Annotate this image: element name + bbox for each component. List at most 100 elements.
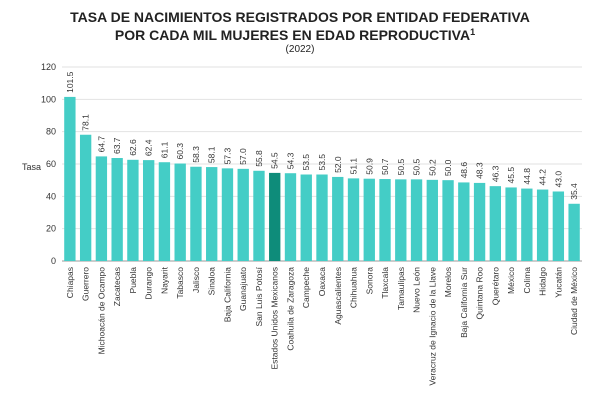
x-tick-label: Yucatán bbox=[553, 267, 563, 298]
chart-title-line1: Tasa de nacimientos registrados por enti… bbox=[70, 9, 530, 25]
x-tick-label: Puebla bbox=[128, 267, 138, 294]
bar bbox=[158, 162, 171, 261]
x-tick-label: Ciudad de México bbox=[569, 267, 579, 335]
x-tick-label: Hidalgo bbox=[538, 267, 548, 296]
data-label: 58.1 bbox=[207, 146, 217, 163]
data-label: 58.3 bbox=[191, 146, 201, 163]
x-tick-label: México bbox=[506, 267, 516, 294]
bar bbox=[316, 174, 328, 261]
bar bbox=[300, 174, 312, 261]
x-tick-label: Guanajuato bbox=[238, 267, 248, 311]
bar bbox=[127, 159, 139, 261]
data-label: 48.3 bbox=[475, 162, 485, 179]
x-tick-label: Jalisco bbox=[191, 267, 201, 293]
data-label: 57.0 bbox=[238, 148, 248, 165]
chart-subtitle: (2022) bbox=[286, 44, 315, 55]
x-tick-label: Durango bbox=[144, 267, 154, 300]
bar bbox=[190, 166, 202, 261]
x-tick-label: Quintana Roo bbox=[475, 267, 485, 320]
x-tick-label: Tamaulipas bbox=[396, 267, 406, 310]
x-tick-label: Chiapas bbox=[65, 267, 75, 298]
bar bbox=[174, 163, 186, 261]
x-tick-label: Aguascalientes bbox=[333, 267, 343, 325]
data-label: 45.5 bbox=[506, 167, 516, 184]
bar bbox=[379, 179, 391, 261]
chart-title-line2-text: por cada mil mujeres en edad reproductiv… bbox=[115, 27, 470, 43]
data-label: 44.8 bbox=[522, 168, 532, 185]
bar bbox=[442, 180, 454, 261]
data-label: 48.6 bbox=[459, 162, 469, 179]
data-label: 44.2 bbox=[538, 169, 548, 186]
bar bbox=[237, 168, 249, 261]
y-tick-label: 20 bbox=[46, 224, 56, 234]
data-label: 62.6 bbox=[128, 139, 138, 156]
bar bbox=[489, 186, 502, 261]
bar bbox=[552, 191, 565, 261]
y-axis-label: Tasa bbox=[22, 162, 41, 172]
bar bbox=[568, 203, 580, 261]
data-label: 52.0 bbox=[333, 156, 343, 173]
x-tick-label: Oaxaca bbox=[317, 267, 327, 297]
title-footnote-marker: 1 bbox=[470, 27, 475, 37]
x-tick-label: Veracruz de Ignacio de la Llave bbox=[427, 267, 437, 386]
bar bbox=[253, 170, 265, 261]
bar bbox=[111, 158, 123, 261]
x-tick-label: Baja California bbox=[222, 267, 232, 323]
x-tick-label: Zacatecas bbox=[112, 267, 122, 306]
data-label: 63.7 bbox=[112, 137, 122, 154]
bar bbox=[142, 160, 155, 261]
chart-title-line2: por cada mil mujeres en edad reproductiv… bbox=[115, 27, 475, 43]
x-tick-label: Sinaloa bbox=[207, 267, 217, 296]
bar bbox=[536, 189, 549, 261]
x-tick-label: Morelos bbox=[443, 267, 453, 297]
data-label: 62.4 bbox=[144, 139, 154, 156]
y-tick-label: 120 bbox=[41, 62, 56, 72]
bar bbox=[347, 178, 360, 261]
x-tick-label: Sonora bbox=[364, 267, 374, 295]
data-label: 57.3 bbox=[222, 148, 232, 165]
data-label: 50.7 bbox=[380, 158, 390, 175]
bar bbox=[395, 179, 407, 261]
data-label: 54.5 bbox=[270, 152, 280, 169]
x-tick-label: Nuevo León bbox=[412, 267, 422, 313]
x-tick-label: Campeche bbox=[301, 267, 311, 308]
bar bbox=[473, 182, 486, 261]
x-tick-label: Querétaro bbox=[490, 267, 500, 306]
x-tick-label: Colima bbox=[522, 267, 532, 294]
bar bbox=[269, 172, 281, 261]
bar bbox=[426, 179, 438, 261]
data-label: 50.2 bbox=[427, 159, 437, 176]
bar bbox=[410, 179, 423, 261]
x-tick-label: Chihuahua bbox=[349, 267, 359, 308]
x-tick-label: Coahuila de Zaragoza bbox=[285, 267, 295, 351]
y-tick-label: 100 bbox=[41, 94, 56, 104]
bar bbox=[332, 176, 344, 261]
y-tick-label: 60 bbox=[46, 159, 56, 169]
data-label: 53.5 bbox=[317, 154, 327, 171]
data-label: 35.4 bbox=[569, 183, 579, 200]
bar bbox=[521, 188, 533, 261]
bar bbox=[79, 134, 92, 261]
data-label: 50.9 bbox=[364, 158, 374, 175]
bar bbox=[206, 167, 218, 261]
data-label: 54.3 bbox=[285, 152, 295, 169]
data-label: 43.0 bbox=[553, 171, 563, 188]
data-label: 55.8 bbox=[254, 150, 264, 167]
data-label: 101.5 bbox=[65, 71, 75, 93]
x-tick-label: Nayarit bbox=[159, 266, 169, 294]
bar bbox=[95, 156, 108, 261]
data-label: 78.1 bbox=[81, 114, 91, 131]
bar bbox=[284, 173, 297, 261]
x-tick-label: Estados Unidos Mexicanos bbox=[270, 267, 280, 370]
x-tick-label: San Luis Potosí bbox=[254, 266, 264, 326]
x-tick-label: Michoacán de Ocampo bbox=[96, 267, 106, 355]
bar bbox=[221, 168, 234, 261]
data-label: 60.3 bbox=[175, 143, 185, 160]
data-label: 61.1 bbox=[159, 141, 169, 158]
x-tick-label: Tlaxcala bbox=[380, 267, 390, 299]
y-tick-label: 0 bbox=[51, 256, 56, 266]
data-label: 50.0 bbox=[443, 159, 453, 176]
y-tick-label: 40 bbox=[46, 191, 56, 201]
bar bbox=[363, 178, 375, 261]
